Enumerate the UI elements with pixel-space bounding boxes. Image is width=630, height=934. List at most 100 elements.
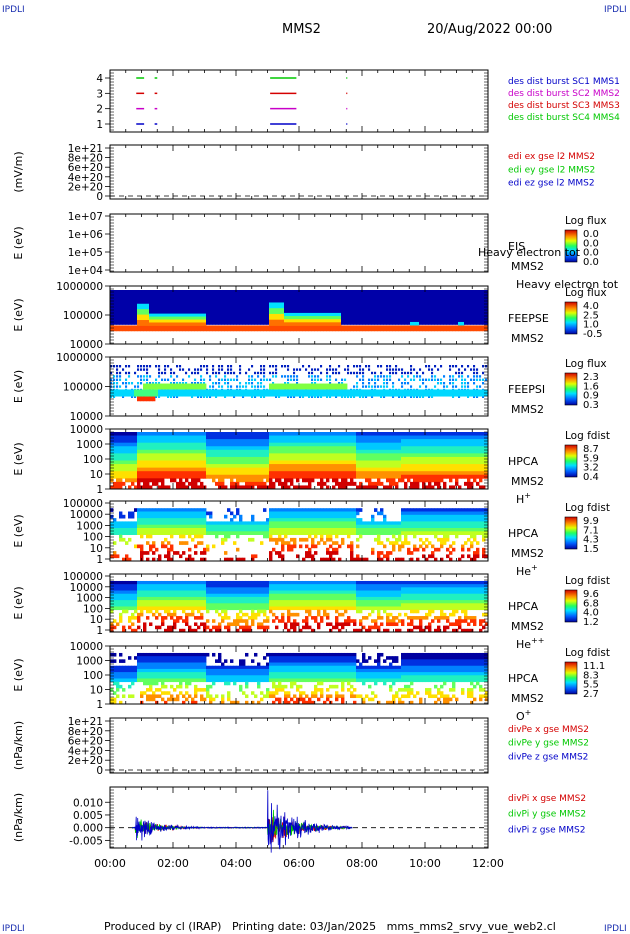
spectrogram-cell [416, 508, 420, 512]
spectrogram-cell [428, 449, 432, 454]
spectrogram-cell [254, 449, 258, 454]
spectrogram-cell [440, 435, 444, 440]
spectrogram-cell [446, 460, 450, 465]
spectrogram-cell [164, 544, 168, 549]
hpca_h-species-label: H+ [516, 491, 531, 506]
spectrogram-cell [173, 432, 177, 436]
spectrogram-cell [161, 531, 165, 535]
spectrogram-cell [290, 322, 294, 326]
spectrogram-cell [368, 290, 372, 325]
spectrogram-cell [443, 508, 447, 512]
spectrogram-cell [137, 453, 141, 458]
spectrogram-cell [152, 551, 156, 555]
spectrogram-cell [287, 453, 291, 458]
spectrogram-cell [320, 464, 324, 469]
spectrogram-cell [182, 316, 186, 321]
spectrogram-cell [473, 435, 477, 440]
spectrogram-cell [368, 368, 371, 371]
spectrogram-cell [200, 471, 204, 476]
spectrogram-cell [158, 478, 162, 483]
corner-label-br: IPDLI [604, 924, 627, 934]
spectrogram-cell [164, 325, 168, 332]
spectrogram-cell [380, 551, 384, 555]
spectrogram-cell [347, 471, 351, 476]
spectrogram-cell [323, 460, 327, 465]
spectrogram-cell [341, 290, 345, 325]
spectrogram-cell [236, 435, 240, 440]
spectrogram-cell [329, 395, 332, 398]
spectrogram-cell [338, 389, 342, 397]
spectrogram-cell [362, 449, 366, 454]
spectrogram-cell [149, 449, 153, 454]
spectrogram-cell [314, 474, 318, 479]
spectrogram-cell [278, 435, 282, 440]
spectrogram-cell [278, 395, 281, 398]
spectrogram-cell [242, 531, 246, 535]
spectrogram-cell [452, 467, 456, 472]
spectrogram-cell [419, 471, 423, 476]
spectrogram-cell [170, 514, 174, 519]
spectrogram-cell [275, 432, 279, 436]
spectrogram-cell [440, 557, 444, 562]
spectrogram-cell [380, 432, 384, 436]
spectrogram-cell [380, 474, 384, 479]
spectrogram-cell [374, 474, 378, 479]
spectrogram-cell [302, 453, 306, 458]
spectrogram-cell [392, 481, 396, 486]
spectrogram-cell [230, 478, 234, 483]
spectrogram-cell [215, 528, 219, 532]
spectrogram-cell [125, 541, 129, 545]
spectrogram-cell [149, 456, 153, 461]
spectrogram-cell [452, 547, 456, 552]
spectrogram-cell [167, 442, 171, 447]
spectrogram-cell [335, 508, 339, 512]
spectrogram-cell [140, 432, 144, 436]
spectrogram-cell [230, 481, 234, 486]
spectrogram-cell [407, 528, 411, 532]
spectrogram-cell [239, 290, 243, 325]
spectrogram-cell [215, 453, 219, 458]
spectrogram-cell [155, 531, 159, 535]
spectrogram-cell [371, 442, 375, 447]
spectrogram-cell [311, 453, 315, 458]
spectrogram-cell [440, 471, 444, 476]
spectrogram-cell [479, 453, 483, 458]
spectrogram-cell [383, 389, 387, 397]
spectrogram-cell [422, 371, 425, 375]
spectrogram-cell [302, 514, 306, 519]
spectrogram-cell [308, 395, 311, 398]
spectrogram-cell [476, 524, 480, 529]
spectrogram-cell [308, 478, 312, 483]
spectrogram-cell [188, 521, 192, 526]
spectrogram-cell [278, 481, 282, 486]
spectrogram-cell [467, 382, 470, 385]
spectrogram-cell [236, 531, 240, 535]
spectrogram-cell [395, 290, 399, 325]
spectrogram-cell [140, 531, 144, 535]
spectrogram-cell [125, 385, 128, 388]
spectrogram-cell [452, 365, 455, 368]
spectrogram-cell [428, 460, 432, 465]
spectrogram-cell [149, 508, 153, 512]
spectrogram-cell [347, 432, 351, 436]
spectrogram-cell [395, 467, 399, 472]
spectrogram-cell [158, 474, 162, 479]
spectrogram-cell [170, 508, 174, 512]
spectrogram-cell [467, 446, 471, 451]
spectrogram-cell [146, 365, 149, 368]
spectrogram-cell [155, 547, 159, 552]
spectrogram-cell [140, 435, 144, 440]
spectrogram-cell [419, 446, 423, 451]
spectrogram-cell [173, 471, 177, 476]
spectrogram-cell [134, 531, 138, 535]
spectrogram-cell [299, 322, 303, 326]
spectrogram-cell [290, 439, 294, 444]
spectrogram-cell [242, 389, 246, 397]
spectrogram-cell [455, 460, 459, 465]
spectrogram-cell [485, 449, 489, 454]
spectrogram-cell [245, 432, 249, 436]
spectrogram-cell [281, 389, 285, 397]
spectrogram-cell [242, 453, 246, 458]
spectrogram-cell [206, 290, 210, 325]
spectrogram-cell [125, 531, 129, 535]
